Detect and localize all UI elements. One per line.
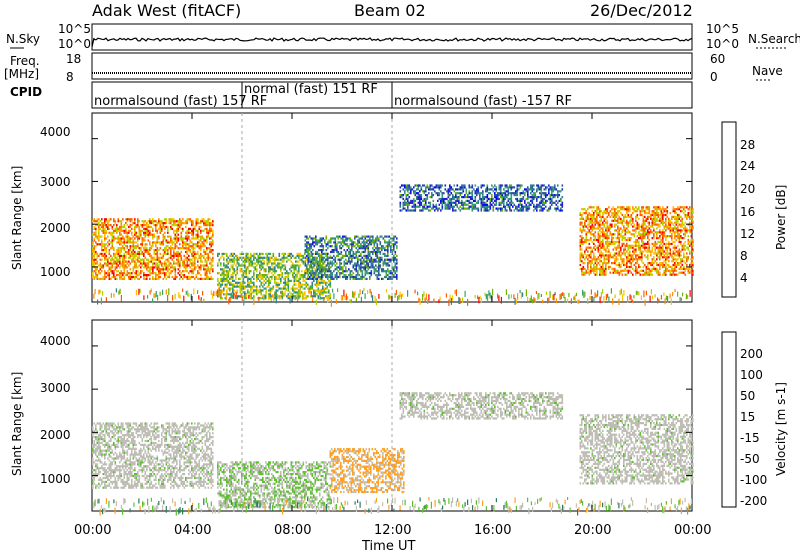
power-cbar-tick-12: 12 — [740, 227, 756, 241]
power-cbar-tick-4: 4 — [740, 271, 748, 285]
power-ytick-2000: 2000 — [40, 221, 71, 235]
freq-tick-bottom: 8 — [66, 70, 74, 84]
velocity-echo-region — [329, 448, 405, 494]
velocity-echo-region — [399, 392, 564, 420]
station-title: Adak West (fitACF) — [92, 1, 242, 20]
xtick-5: 20:00 — [574, 523, 612, 538]
power-cbar-label: Power [dB] — [774, 184, 788, 250]
power-ground-scatter — [93, 288, 691, 307]
xtick-6: 00:00 — [674, 523, 712, 538]
vel-ylabel: Slant Range [km] — [10, 371, 24, 476]
cpid-segment-3: normalsound (fast) -157 RF — [394, 94, 572, 109]
xtick-4: 16:00 — [474, 523, 512, 538]
power-echo-region — [579, 206, 694, 276]
power-echo-region — [304, 235, 398, 280]
power-echo-region — [217, 252, 332, 300]
vel-ytick-3000: 3000 — [40, 381, 71, 395]
xtick-0: 00:00 — [74, 523, 112, 538]
vel-cbar-tick-100: 100 — [740, 368, 763, 382]
vel-ytick-1000: 1000 — [40, 472, 71, 486]
vel-ytick-4000: 4000 — [40, 334, 71, 348]
nsearch-tick-bottom: 10^0 — [706, 37, 739, 51]
freq-panel — [91, 52, 693, 80]
vel-cbar-tick-m50: -50 — [740, 452, 760, 466]
nave-tick-bottom: 0 — [710, 70, 718, 84]
velocity-echo-region — [92, 422, 214, 489]
vel-cbar-tick-200: 200 — [740, 347, 763, 361]
velocity-colorbar-frame — [721, 331, 737, 508]
vel-cbar-tick-50: 50 — [740, 389, 756, 403]
xlabel: Time UT — [362, 539, 416, 554]
nsearch-label: N.Search — [748, 32, 800, 46]
velocity-ground-scatter — [93, 497, 692, 516]
xtick-3: 12:00 — [374, 523, 412, 538]
nsky-label: N.Sky — [6, 32, 41, 46]
power-ytick-4000: 4000 — [40, 125, 71, 139]
power-echo-region — [92, 218, 214, 280]
power-echo-region — [399, 184, 564, 212]
power-ytick-1000: 1000 — [40, 265, 71, 279]
nave-tick-top: 60 — [710, 52, 726, 66]
nsearch-tick-top: 10^5 — [706, 22, 739, 36]
velocity-echo-region — [579, 414, 694, 485]
power-cbar-tick-28: 28 — [740, 138, 756, 152]
nsky-panel — [91, 23, 693, 51]
vel-cbar-tick-m100: -100 — [740, 473, 768, 487]
beam-title: Beam 02 — [354, 1, 426, 20]
xtick-2: 08:00 — [274, 523, 312, 538]
freq-tick-top: 18 — [66, 52, 82, 66]
vel-cbar-tick-15: 15 — [740, 410, 756, 424]
freq-label: Freq. — [10, 54, 40, 68]
vel-ytick-2000: 2000 — [40, 428, 71, 442]
power-cbar-tick-20: 20 — [740, 182, 756, 196]
date-title: 26/Dec/2012 — [590, 1, 693, 20]
power-ylabel: Slant Range [km] — [10, 165, 24, 270]
xtick-1: 04:00 — [174, 523, 212, 538]
power-ytick-3000: 3000 — [40, 175, 71, 189]
cpid-segment-2: normal (fast) 151 RF — [244, 82, 378, 97]
cpid-label: CPID — [10, 85, 43, 99]
vel-cbar-tick-m15: -15 — [740, 431, 760, 445]
power-cbar-tick-8: 8 — [740, 249, 748, 263]
vel-cbar-tick-m200: -200 — [740, 494, 768, 508]
freq-unit: [MHz] — [4, 67, 40, 81]
cpid-segment-1: normalsound (fast) 157 RF — [94, 94, 268, 109]
nave-label: Nave — [752, 64, 783, 78]
nsky-trace — [91, 37, 693, 48]
vel-cbar-label: Velocity [m s-1] — [774, 382, 788, 476]
nsky-tick-bottom: 10^0 — [58, 37, 91, 51]
nsky-tick-top: 10^5 — [58, 22, 91, 36]
power-cbar-tick-16: 16 — [740, 205, 756, 219]
power-cbar-tick-24: 24 — [740, 159, 756, 173]
power-colorbar-frame — [721, 121, 737, 298]
